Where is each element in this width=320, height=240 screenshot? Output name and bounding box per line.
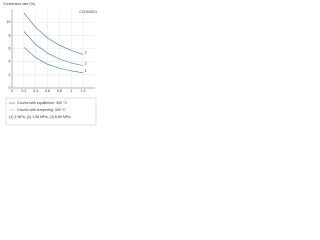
y-axis-label: Conversion rate (%) <box>3 2 35 6</box>
x-tick-label: 0 <box>11 89 13 93</box>
legend-text: Curves with tempering: 300 °C <box>17 108 66 112</box>
x-axis-label: C2H4/H2O <box>79 10 97 14</box>
x-tick-label: 0.2 <box>21 89 26 93</box>
y-tick-label: 10 <box>7 20 11 24</box>
x-tick-label: 0.4 <box>33 89 38 93</box>
legend-box <box>5 97 97 126</box>
y-tick-label: 6 <box>9 46 11 50</box>
series-line <box>23 31 84 66</box>
y-tick-label: 0 <box>9 86 11 90</box>
series-line <box>23 12 84 55</box>
x-tick-label: 1 <box>70 89 72 93</box>
series-line <box>23 46 84 74</box>
y-tick-label: 2 <box>9 73 11 77</box>
legend-text: (1) 1 MPa, (2) 1.98 MPa, (3) 6.89 MPa <box>9 115 70 119</box>
y-tick-label: 8 <box>9 33 11 37</box>
series-label: 3 <box>85 50 87 54</box>
legend-text: Curves with equilibrium: 300 °C <box>17 101 68 105</box>
x-tick-label: 0.6 <box>45 89 50 93</box>
x-tick-label: 0.8 <box>57 89 62 93</box>
series-label: 2 <box>85 62 87 66</box>
x-tick-label: 1.2 <box>81 89 86 93</box>
y-tick-label: 4 <box>9 60 11 64</box>
series-label: 1 <box>85 69 87 73</box>
